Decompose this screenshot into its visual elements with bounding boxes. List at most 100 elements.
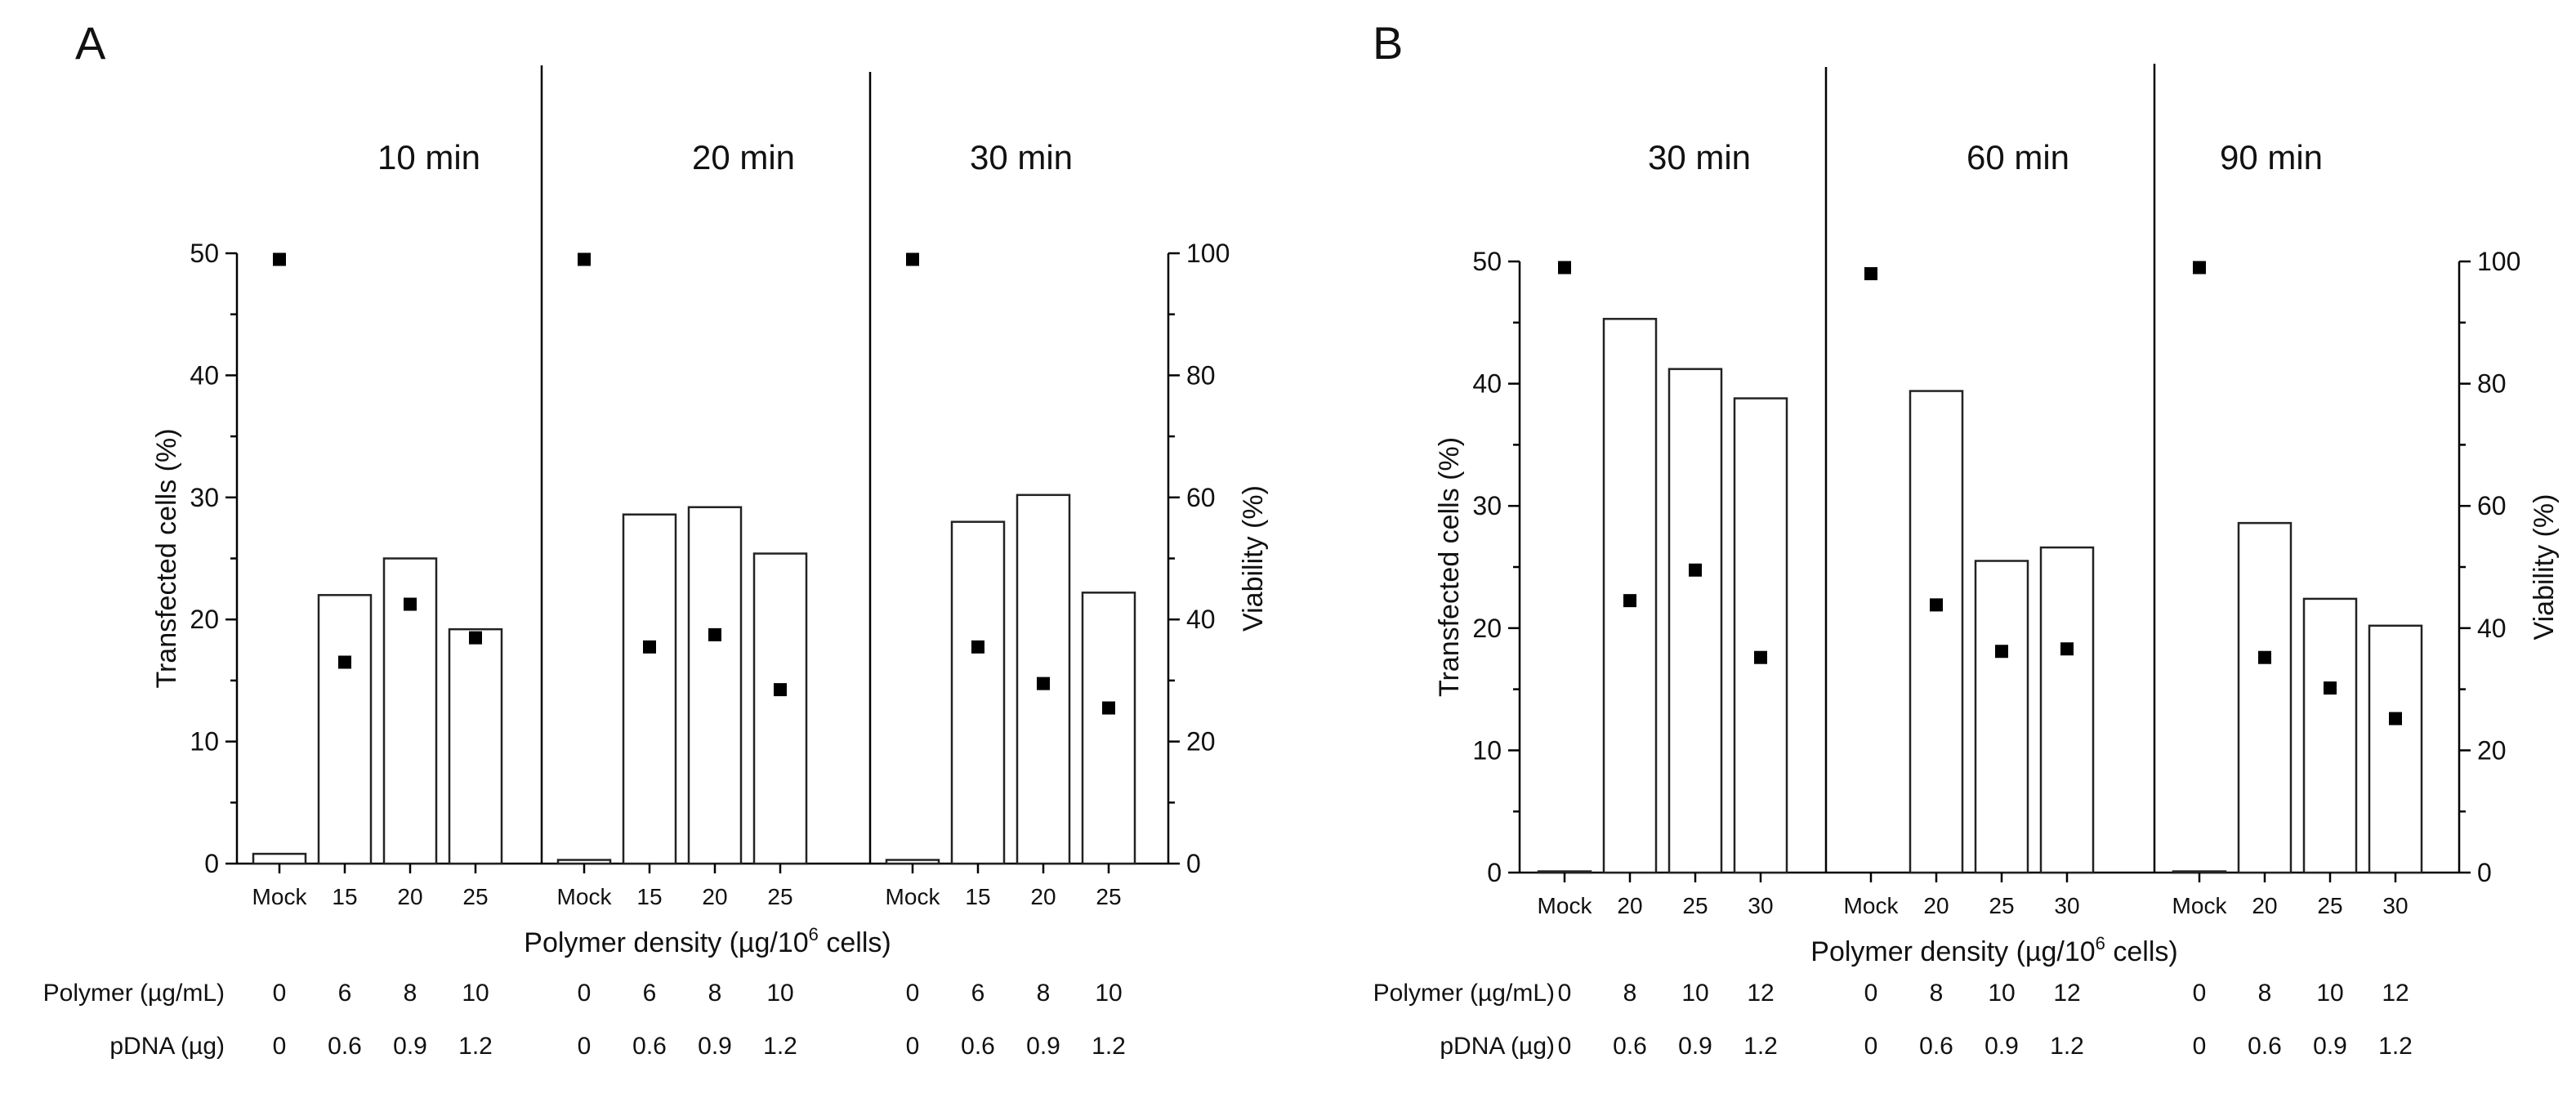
viability-point xyxy=(1689,563,1702,577)
row-value: 6 xyxy=(971,980,985,1007)
transfected-bar xyxy=(2368,624,2423,874)
row-value: 1.2 xyxy=(1743,1033,1778,1060)
row-value: 0 xyxy=(2193,1033,2207,1060)
y2-tick-label: 80 xyxy=(1186,360,1216,390)
y2-tick-label: 60 xyxy=(2477,491,2507,520)
y-tick-label: 10 xyxy=(1472,735,1502,765)
x-category-label: 25 xyxy=(767,884,792,909)
transfected-bar xyxy=(950,520,1006,865)
transfected-bar xyxy=(556,859,612,865)
row-value: 8 xyxy=(1037,980,1051,1007)
row-label: pDNA (µg) xyxy=(1440,1033,1555,1060)
x-category-label: Mock xyxy=(557,884,613,909)
viability-point xyxy=(906,252,919,266)
time-point-label: 90 min xyxy=(2220,138,2323,176)
y-tick-label: 0 xyxy=(204,849,219,878)
row-value: 10 xyxy=(1681,980,1708,1007)
viability-point xyxy=(2389,712,2402,726)
row-value: 0 xyxy=(906,980,920,1007)
transfected-bar xyxy=(2237,521,2293,874)
row-value: 8 xyxy=(404,980,417,1007)
x-category-label: 15 xyxy=(636,884,662,909)
group-1: 10 min Mock 15 20 25 xyxy=(252,138,503,909)
group-1: 30 min Mock 20 25 30 xyxy=(1538,138,1788,918)
viability-point xyxy=(404,597,417,611)
row-value: 0 xyxy=(578,1033,592,1060)
row-value: 8 xyxy=(1930,980,1944,1007)
y2-tick-label: 40 xyxy=(2477,614,2507,643)
transfected-bar xyxy=(317,594,373,865)
row-label: pDNA (µg) xyxy=(109,1033,225,1060)
x-category-label: 25 xyxy=(1096,884,1121,909)
row-value: 10 xyxy=(766,980,793,1007)
row-value: 0 xyxy=(1558,1033,1572,1060)
row-value: 1.2 xyxy=(458,1033,493,1060)
group-2: 20 min Mock 15 20 25 xyxy=(556,138,808,909)
row-value: 10 xyxy=(1988,980,2015,1007)
y2-axis-title: Viability (%) xyxy=(1238,485,1269,632)
x-category-label: 25 xyxy=(2317,893,2342,918)
row-value: 0.6 xyxy=(1613,1033,1647,1060)
viability-point xyxy=(774,683,787,697)
row-value: 0.9 xyxy=(1678,1033,1712,1060)
y-tick-label: 30 xyxy=(1472,491,1502,520)
y-tick-label: 0 xyxy=(1487,858,1502,887)
row-value: 12 xyxy=(2053,980,2080,1007)
row-value: 8 xyxy=(708,980,722,1007)
row-value: 8 xyxy=(1623,980,1637,1007)
y2-tick-label: 100 xyxy=(2477,247,2520,276)
y2-tick-label: 20 xyxy=(2477,735,2507,765)
row-value: 0 xyxy=(578,980,592,1007)
x-category-label: 20 xyxy=(1923,893,1949,918)
x-category-label: 20 xyxy=(2252,893,2277,918)
row-value: 10 xyxy=(2316,980,2343,1007)
dose-row: Polymer (µg/mL) 0 6 8 10 0 6 8 10 0 6 8 10 xyxy=(43,980,1123,1007)
transfected-bar xyxy=(1667,368,1723,874)
row-label: Polymer (µg/mL) xyxy=(43,980,225,1007)
time-point-label: 60 min xyxy=(1967,138,2069,176)
panel-label: A xyxy=(75,17,106,69)
row-value: 0 xyxy=(906,1033,920,1060)
dose-row: pDNA (µg) 0 0.6 0.9 1.2 0 0.6 0.9 1.2 0 0.6 0.9 1.2 xyxy=(109,1033,1126,1060)
y2-tick-label: 60 xyxy=(1186,483,1216,512)
y2-tick-label: 80 xyxy=(2477,369,2507,399)
viability-point xyxy=(578,252,591,266)
viability-point xyxy=(273,252,286,266)
row-value: 0.6 xyxy=(961,1033,995,1060)
row-value: 0.9 xyxy=(1026,1033,1060,1060)
transfected-bar xyxy=(448,627,503,865)
x-category-label: Mock xyxy=(1844,893,1900,918)
x-category-label: 30 xyxy=(2054,893,2079,918)
row-value: 0.6 xyxy=(632,1033,667,1060)
row-value: 8 xyxy=(2258,980,2272,1007)
row-value: 0 xyxy=(1864,1033,1878,1060)
y-tick-label: 20 xyxy=(190,605,219,634)
x-category-label: 25 xyxy=(462,884,488,909)
y-tick-label: 50 xyxy=(1472,247,1502,276)
transfected-bar xyxy=(1909,390,1964,874)
viability-point xyxy=(2258,650,2271,664)
x-category-label: 15 xyxy=(332,884,357,909)
time-point-label: 30 min xyxy=(1648,138,1751,176)
viability-point xyxy=(1995,645,2008,659)
x-category-label: Mock xyxy=(886,884,941,909)
y2-axis-title: Viability (%) xyxy=(2529,494,2560,641)
x-category-label: 30 xyxy=(1748,893,1773,918)
viability-point xyxy=(2060,642,2074,656)
viability-point xyxy=(708,627,721,641)
transfected-bar xyxy=(1081,592,1136,865)
row-value: 0 xyxy=(1558,980,1572,1007)
transfected-bar xyxy=(752,552,808,865)
row-value: 1.2 xyxy=(2378,1033,2413,1060)
transfected-bar xyxy=(1733,397,1788,874)
x-category-label: Mock xyxy=(252,884,308,909)
y2-tick-label: 100 xyxy=(1186,239,1230,268)
x-category-label: 25 xyxy=(1682,893,1708,918)
transfected-bar xyxy=(2039,546,2095,874)
row-value: 12 xyxy=(1747,980,1774,1007)
row-value: 0 xyxy=(273,980,287,1007)
group-2: 60 min Mock 20 25 30 xyxy=(1844,138,2095,918)
row-value: 1.2 xyxy=(1092,1033,1126,1060)
x-axis-title: Polymer density (µg/106 cells) xyxy=(1810,933,2177,967)
